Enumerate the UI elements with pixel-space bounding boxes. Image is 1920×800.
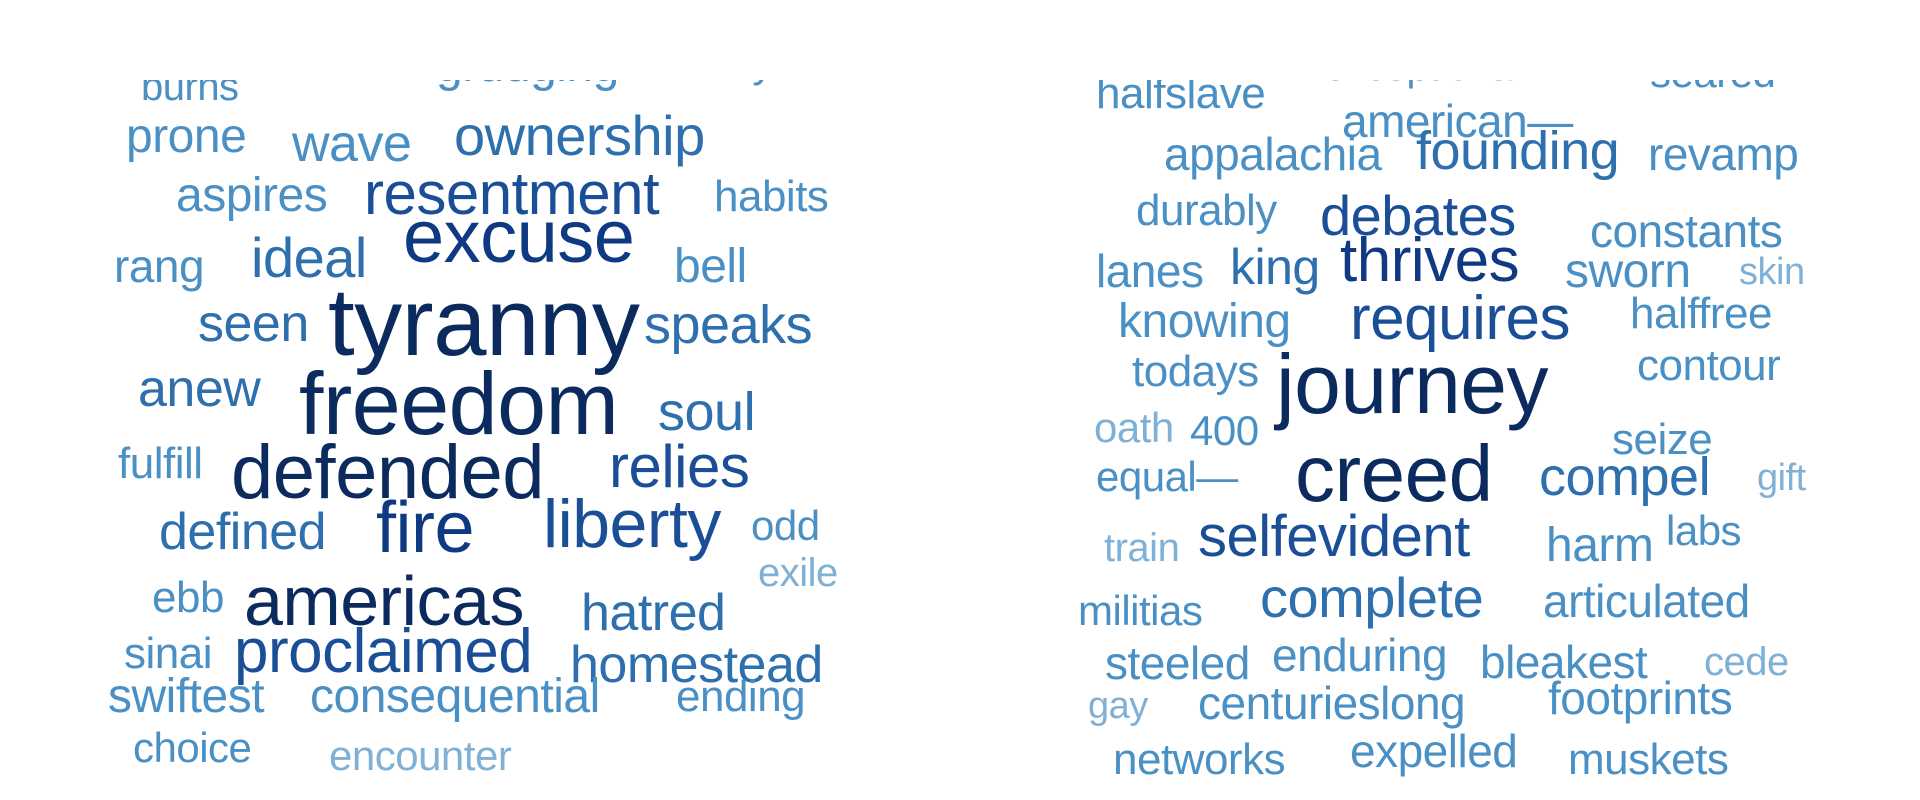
left-word-21: fulfill [118, 439, 203, 488]
left-word-32: sinai [124, 629, 213, 678]
right-word-42: footprints [1548, 672, 1733, 724]
right-word-43: networks [1113, 735, 1286, 784]
left-word-13: excuse [403, 195, 635, 278]
right-word-44: expelled [1350, 725, 1518, 777]
right-word-20: journey [1276, 337, 1549, 431]
right-word-8: durably [1136, 186, 1277, 235]
left-word-11: rang [114, 240, 205, 292]
left-word-39: encounter [329, 732, 512, 779]
right-word-27: compel [1539, 447, 1711, 507]
left-word-10: habits [714, 172, 829, 221]
left-word-33: proclaimed [234, 617, 533, 686]
left-word-7: ownership [454, 104, 705, 167]
right-word-38: bleakest [1480, 636, 1648, 688]
right-word-45: muskets [1568, 735, 1729, 784]
right-word-19: todays [1132, 347, 1259, 396]
right-word-3: seared [1650, 80, 1776, 94]
right-word-23: 400 [1190, 407, 1259, 454]
left-word-37: ending [676, 672, 806, 721]
left-word-5: prone [126, 110, 247, 163]
right-word-13: thrives [1340, 226, 1520, 295]
right-word-2: exceptional [1324, 80, 1521, 87]
right-word-29: train [1104, 526, 1180, 570]
word-cloud-right: halfslave exceptional seared american—appal… [1070, 80, 1860, 786]
left-word-9: resentment [364, 160, 660, 227]
left-word-15: seen [198, 295, 309, 353]
right-word-26: creed [1295, 429, 1493, 518]
left-word-18: anew [138, 360, 261, 418]
right-word-41: centurieslong [1198, 677, 1466, 729]
right-word-31: harm [1546, 519, 1654, 572]
right-word-14: sworn [1565, 245, 1691, 298]
right-word-35: articulated [1543, 575, 1750, 627]
left-word-2: grudging [436, 80, 619, 90]
right-word-24: seize [1612, 415, 1713, 464]
right-word-39: cede [1704, 640, 1789, 684]
right-word-32: labs [1666, 507, 1742, 554]
left-word-29: ebb [152, 573, 224, 622]
right-word-25: equal— [1096, 453, 1238, 500]
left-word-34: homestead [570, 636, 823, 694]
left-word-38: choice [133, 724, 252, 771]
right-word-12: king [1230, 239, 1320, 295]
right-word-30: selfevident [1198, 504, 1470, 569]
left-word-16: tyranny [328, 269, 640, 376]
left-word-22: defended [231, 430, 545, 515]
right-word-6: founding [1416, 121, 1620, 181]
right-word-34: complete [1260, 566, 1484, 629]
right-word-15: skin [1739, 251, 1805, 293]
right-word-10: constants [1590, 205, 1783, 257]
right-word-17: requires [1350, 284, 1571, 353]
left-word-12: ideal [251, 226, 367, 289]
left-word-24: defined [159, 503, 327, 561]
left-word-8: aspires [176, 169, 328, 222]
right-word-16: knowing [1118, 295, 1291, 348]
right-word-18: halffree [1630, 289, 1772, 338]
left-word-4: burns [141, 80, 239, 109]
left-word-36: consequential [310, 670, 600, 723]
left-word-28: exile [758, 551, 838, 595]
right-word-22: oath [1094, 404, 1174, 451]
left-word-25: fire [376, 488, 475, 568]
right-word-5: appalachia [1164, 128, 1382, 180]
right-word-21: contour [1637, 341, 1781, 390]
left-word-26: liberty [543, 486, 721, 562]
right-word-9: debates [1320, 184, 1516, 247]
right-word-11: lanes [1096, 245, 1204, 297]
right-word-4: american— [1342, 95, 1573, 147]
right-word-40: gay [1088, 685, 1148, 727]
left-word-31: hatred [581, 584, 726, 642]
right-word-33: militias [1078, 587, 1203, 634]
left-word-30: americas [244, 562, 524, 640]
left-word-19: freedom [299, 354, 619, 453]
left-word-23: relies [609, 433, 750, 500]
right-word-1: halfslave [1096, 80, 1266, 118]
right-word-28: gift [1757, 457, 1806, 499]
left-word-27: odd [751, 502, 820, 549]
left-word-3: mercy [661, 80, 773, 84]
left-word-14: bell [674, 240, 747, 293]
left-word-20: soul [658, 382, 756, 442]
left-word-17: speaks [644, 295, 813, 355]
right-word-7: revamp [1648, 128, 1799, 180]
right-word-36: steeled [1105, 637, 1250, 689]
left-word-35: swiftest [108, 670, 265, 723]
right-word-37: enduring [1272, 629, 1448, 681]
left-word-1: korah [276, 80, 379, 82]
left-word-6: wave [292, 115, 412, 173]
